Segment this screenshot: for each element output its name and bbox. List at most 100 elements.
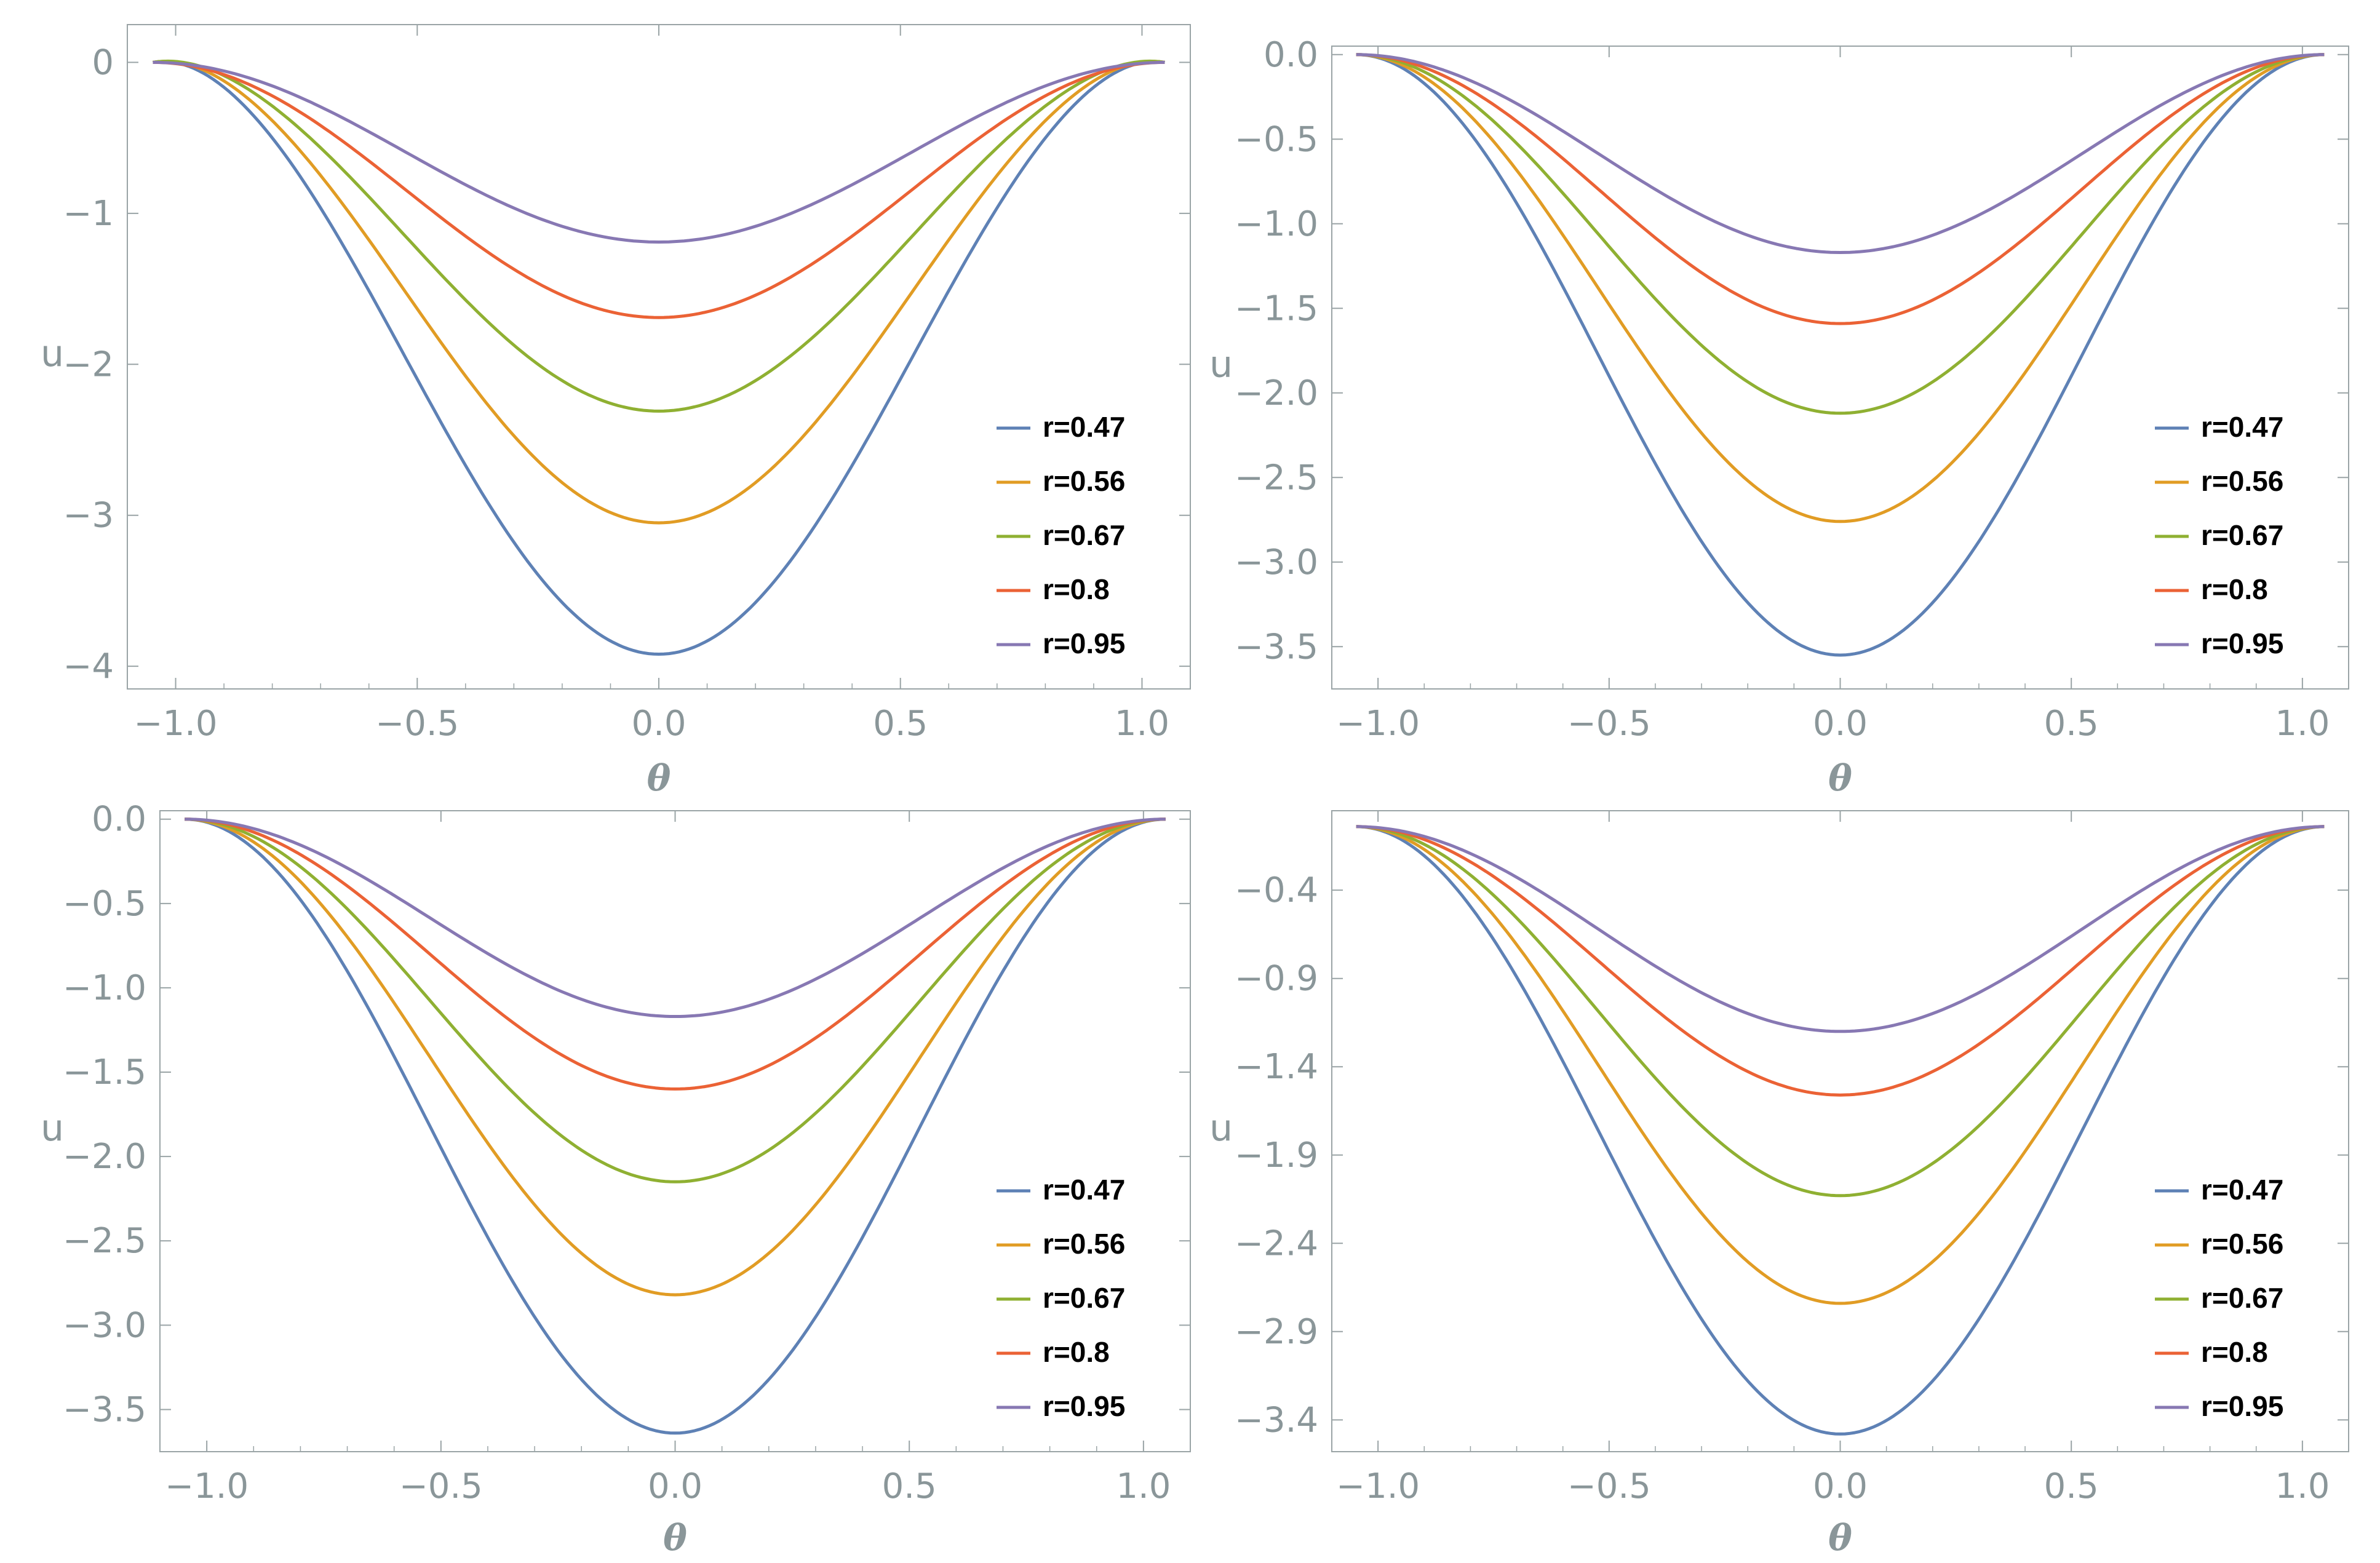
- x-tick-label: 0.0: [648, 1466, 702, 1506]
- y-axis-label: u: [41, 332, 64, 375]
- y-tick-label: −1.9: [1235, 1135, 1318, 1175]
- series-line-r-0-95: [153, 60, 1165, 244]
- x-axis-label: θ: [647, 757, 671, 799]
- x-tick-label: 0.0: [1813, 704, 1868, 744]
- chart-panel-top-left: −1.0 −0.5 0.0 0.5 1.0 0 −1 −2 −3 −4 θ u r=0.47 r=0.56…: [41, 24, 1191, 799]
- plot-frame: [1331, 810, 2349, 1452]
- y-tick-label: −1.4: [1235, 1047, 1318, 1087]
- legend-label: r=0.8: [1043, 1336, 1110, 1368]
- x-tick-label: −1.0: [1336, 1466, 1420, 1506]
- x-tick-label: 0.0: [1813, 1466, 1868, 1506]
- y-tick-label: −3.5: [1235, 627, 1318, 667]
- legend-label: r=0.47: [2201, 411, 2283, 443]
- x-axis-label: θ: [1828, 757, 1852, 799]
- y-tick-label: −1.5: [1235, 288, 1318, 328]
- y-axis-label: u: [1209, 1107, 1233, 1150]
- y-axis-label: u: [1209, 343, 1233, 386]
- y-tick-label: −1: [63, 194, 114, 234]
- x-tick-label: 0.5: [882, 1466, 937, 1506]
- x-tick-label: −1.0: [134, 704, 218, 744]
- y-tick-label: −0.5: [63, 884, 146, 924]
- series-line-r-0-47: [1356, 825, 2325, 1436]
- x-tick-label: 0.5: [2044, 704, 2099, 744]
- series-line-r-0-67: [1356, 53, 2325, 415]
- series-line-r-0-56: [1356, 53, 2325, 523]
- legend-label: r=0.67: [2201, 1282, 2283, 1314]
- y-tick-label: −0.4: [1235, 870, 1318, 910]
- chart-panel-bottom-left: −1.0 −0.5 0.0 0.5 1.0 0.0 −0.5 −1.0 −1.5 −2.0 −2.5…: [41, 800, 1191, 1559]
- y-tick-label: −2.0: [63, 1137, 146, 1177]
- y-tick-label: −2: [63, 344, 114, 384]
- x-tick-label: −1.0: [165, 1466, 249, 1506]
- series-line-r-0-67: [185, 817, 1166, 1183]
- y-tick-label: 0.0: [92, 800, 146, 840]
- series-line-r-0-95: [1356, 825, 2325, 1033]
- y-axis-label: u: [41, 1107, 64, 1150]
- y-tick-label: −4: [63, 646, 114, 686]
- series-line-r-0-56: [153, 60, 1165, 525]
- chart-panel-top-right: −1.0 −0.5 0.0 0.5 1.0 0.0 −0.5 −1.0 −1.5 −2.0 −2.5…: [1209, 35, 2349, 799]
- y-tick-label: 0.0: [1264, 35, 1318, 75]
- series-line-r-0-47: [185, 817, 1166, 1435]
- x-tick-label: −0.5: [1567, 704, 1651, 744]
- legend-label: r=0.47: [1043, 411, 1125, 443]
- series-line-r-0-56: [185, 817, 1166, 1297]
- series-line-r-0-95: [185, 817, 1166, 1018]
- y-tick-label: −2.5: [1235, 458, 1318, 498]
- plot-frame: [127, 24, 1191, 690]
- series-line-r-0-8: [1356, 825, 2325, 1097]
- x-tick-label: −0.5: [1567, 1466, 1651, 1506]
- legend-label: r=0.95: [1043, 627, 1125, 659]
- series-line-r-0-8: [1356, 53, 2325, 325]
- y-tick-label: 0: [92, 42, 114, 82]
- x-tick-label: 1.0: [1116, 1466, 1171, 1506]
- y-tick-label: −2.0: [1235, 373, 1318, 413]
- plot-frame: [159, 810, 1191, 1452]
- y-tick-label: −3: [63, 496, 114, 536]
- series-line-r-0-67: [153, 59, 1165, 413]
- x-tick-label: −0.5: [399, 1466, 483, 1506]
- y-tick-label: −2.5: [63, 1221, 146, 1261]
- legend-label: r=0.56: [2201, 465, 2283, 497]
- y-tick-label: −2.9: [1235, 1312, 1318, 1352]
- series-line-r-0-47: [153, 60, 1165, 656]
- legend-label: r=0.56: [2201, 1228, 2283, 1260]
- legend-label: r=0.67: [1043, 1282, 1125, 1314]
- x-tick-label: −0.5: [375, 704, 459, 744]
- series-line-r-0-47: [1356, 53, 2325, 657]
- x-tick-label: 0.0: [631, 704, 686, 744]
- legend-label: r=0.8: [2201, 1336, 2268, 1368]
- chart-panel-bottom-right: −1.0 −0.5 0.0 0.5 1.0 −0.4 −0.9 −1.4 −1.9 −2.4 −2.…: [1209, 810, 2349, 1559]
- y-tick-label: −0.9: [1235, 959, 1318, 999]
- y-tick-label: −1.5: [63, 1052, 146, 1092]
- x-axis-label: θ: [1828, 1517, 1852, 1559]
- series-line-r-0-67: [1356, 825, 2325, 1198]
- legend-label: r=0.95: [1043, 1390, 1125, 1422]
- legend-label: r=0.8: [1043, 573, 1110, 605]
- legend-label: r=0.67: [1043, 519, 1125, 551]
- y-tick-label: −0.5: [1235, 119, 1318, 159]
- y-tick-label: −3.5: [63, 1390, 146, 1430]
- series-line-r-0-8: [153, 60, 1165, 319]
- series-line-r-0-8: [185, 817, 1166, 1091]
- x-tick-label: 1.0: [2275, 1466, 2330, 1506]
- series-line-r-0-56: [1356, 825, 2325, 1305]
- legend-label: r=0.47: [2201, 1174, 2283, 1206]
- y-tick-label: −3.0: [63, 1305, 146, 1345]
- y-tick-label: −2.4: [1235, 1223, 1318, 1263]
- legend-label: r=0.47: [1043, 1174, 1125, 1206]
- x-tick-label: 1.0: [2275, 704, 2330, 744]
- legend-label: r=0.95: [2201, 627, 2283, 659]
- plot-frame: [1331, 46, 2349, 690]
- x-tick-label: 0.5: [873, 704, 928, 744]
- legend-label: r=0.67: [2201, 519, 2283, 551]
- x-tick-label: 1.0: [1115, 704, 1169, 744]
- y-tick-label: −3.4: [1235, 1400, 1318, 1440]
- x-tick-label: −1.0: [1336, 704, 1420, 744]
- legend-label: r=0.56: [1043, 465, 1125, 497]
- y-tick-label: −3.0: [1235, 543, 1318, 583]
- legend-label: r=0.56: [1043, 1228, 1125, 1260]
- legend-label: r=0.95: [2201, 1390, 2283, 1422]
- x-axis-label: θ: [663, 1517, 687, 1559]
